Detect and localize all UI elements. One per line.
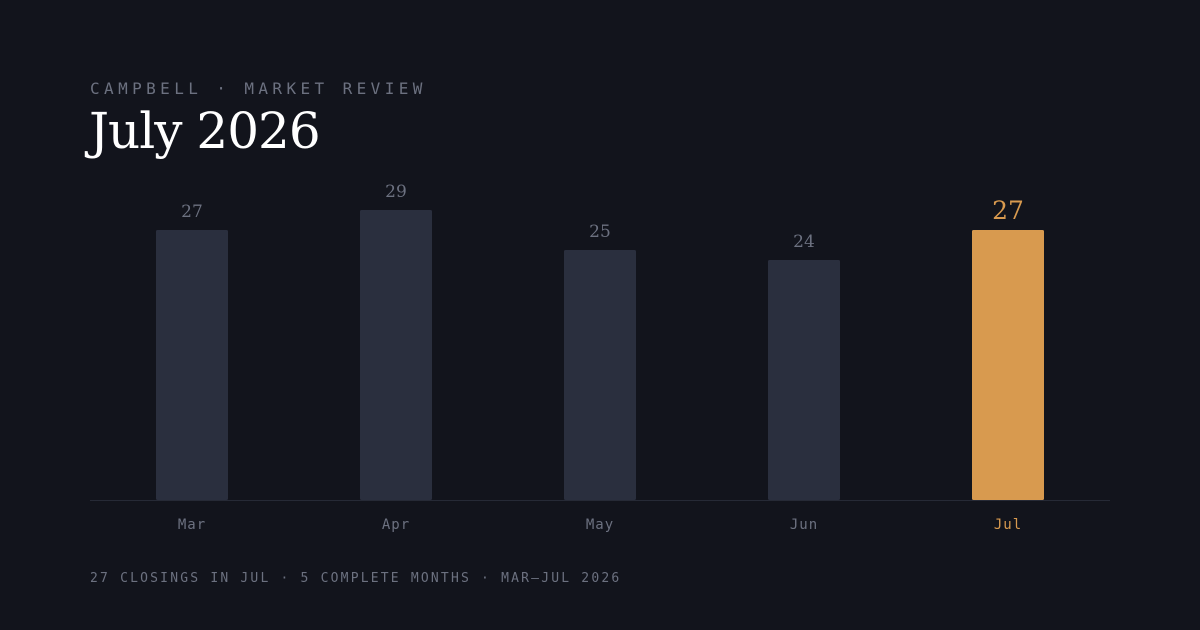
value-label-apr: 29 [385, 182, 407, 202]
bar-series [156, 210, 1044, 500]
bar-may [564, 250, 636, 500]
bar-jun [768, 260, 840, 500]
value-label-jun: 24 [793, 232, 815, 252]
value-label-may: 25 [589, 222, 611, 242]
bar-mar [156, 230, 228, 500]
page-title: July 2026 [89, 102, 321, 160]
value-label-mar: 27 [181, 202, 203, 222]
bar-apr [360, 210, 432, 500]
report-eyebrow: CAMPBELL · MARKET REVIEW [90, 79, 427, 98]
category-label-jun: Jun [790, 517, 818, 533]
chart-labels: 27 Mar 29 Apr 25 May 24 Jun 27 Jul [178, 182, 1024, 533]
bar-jul [972, 230, 1044, 500]
category-label-may: May [586, 517, 614, 533]
category-label-apr: Apr [382, 517, 410, 533]
category-label-mar: Mar [178, 517, 206, 533]
value-label-jul: 27 [992, 196, 1024, 225]
category-label-jul: Jul [994, 517, 1022, 533]
chart-footnote: 27 CLOSINGS IN JUL · 5 COMPLETE MONTHS ·… [90, 571, 622, 586]
